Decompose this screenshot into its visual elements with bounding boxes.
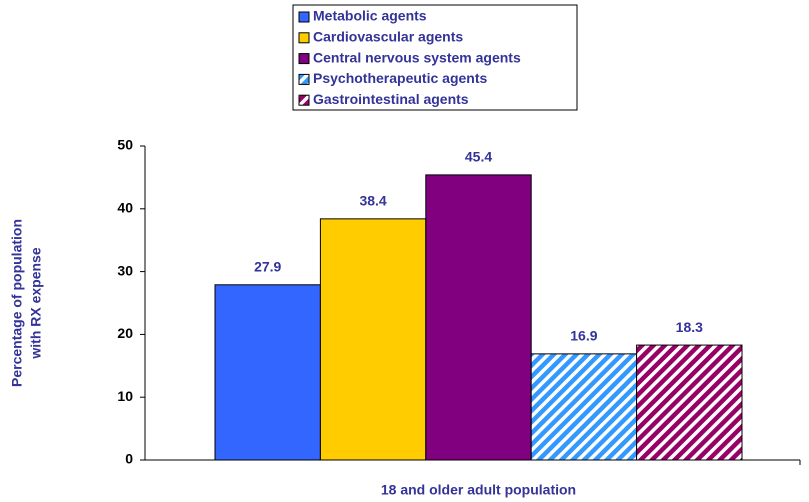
y-tick-label: 50 <box>117 137 133 153</box>
legend-swatch <box>298 53 310 65</box>
data-label: 16.9 <box>570 328 597 344</box>
y-axis-label: Percentage of population <box>9 219 25 387</box>
y-tick-label: 0 <box>125 451 133 467</box>
y-tick-label: 40 <box>117 200 133 216</box>
legend-swatch <box>298 73 310 85</box>
legend-label: Cardiovascular agents <box>313 29 463 45</box>
x-tick-label: 18 and older adult population <box>381 482 576 498</box>
bar <box>636 344 743 461</box>
legend-label: Central nervous system agents <box>313 49 521 65</box>
y-tick-label: 10 <box>117 388 133 404</box>
y-axis-label: with RX expense <box>28 247 44 359</box>
data-label: 27.9 <box>254 258 281 274</box>
legend-swatch <box>298 32 310 44</box>
bar <box>319 218 427 461</box>
legend-box <box>292 4 578 111</box>
data-label: 38.4 <box>359 193 386 209</box>
legend-swatch <box>298 11 310 23</box>
legend-label: Psychotherapeutic agents <box>313 70 487 86</box>
bar <box>214 284 321 461</box>
bar <box>425 174 532 461</box>
legend-swatch <box>298 94 310 106</box>
legend-label: Gastrointestinal agents <box>313 91 469 107</box>
data-label: 18.3 <box>676 319 703 335</box>
y-tick-label: 30 <box>117 262 133 278</box>
data-label: 45.4 <box>465 149 492 165</box>
y-tick-label: 20 <box>117 325 133 341</box>
legend-label: Metabolic agents <box>313 8 427 24</box>
bar <box>530 353 638 461</box>
